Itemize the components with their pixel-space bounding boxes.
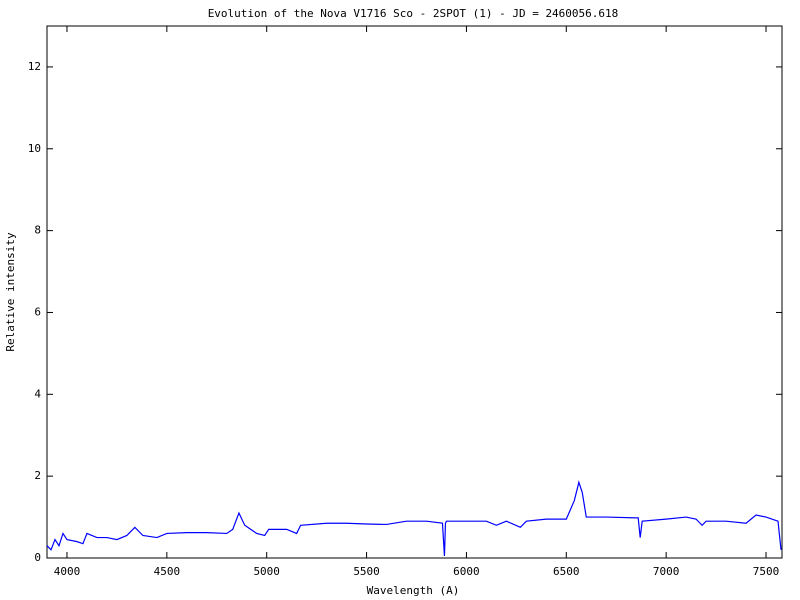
x-tick-label: 5500 (353, 565, 380, 578)
y-tick-label: 0 (34, 551, 41, 564)
x-tick-label: 4500 (154, 565, 181, 578)
x-tick-label: 6500 (553, 565, 580, 578)
plot-frame (46, 25, 783, 559)
y-tick-label: 4 (34, 387, 41, 400)
y-tick-label: 2 (34, 469, 41, 482)
x-tick-label: 7500 (753, 565, 780, 578)
y-tick-label: 6 (34, 305, 41, 318)
x-axis-label: Wavelength (A) (367, 584, 460, 597)
x-tick-label: 4000 (54, 565, 81, 578)
y-tick-label: 8 (34, 224, 41, 237)
y-tick-label: 12 (28, 60, 41, 73)
y-tick-label: 10 (28, 142, 41, 155)
x-tick-label: 6000 (453, 565, 480, 578)
x-tick-label: 7000 (653, 565, 680, 578)
chart-title: Evolution of the Nova V1716 Sco - 2SPOT … (208, 7, 619, 20)
x-tick-label: 5000 (253, 565, 280, 578)
spectrum-line (46, 480, 782, 556)
y-axis-label: Relative intensity (4, 232, 17, 352)
